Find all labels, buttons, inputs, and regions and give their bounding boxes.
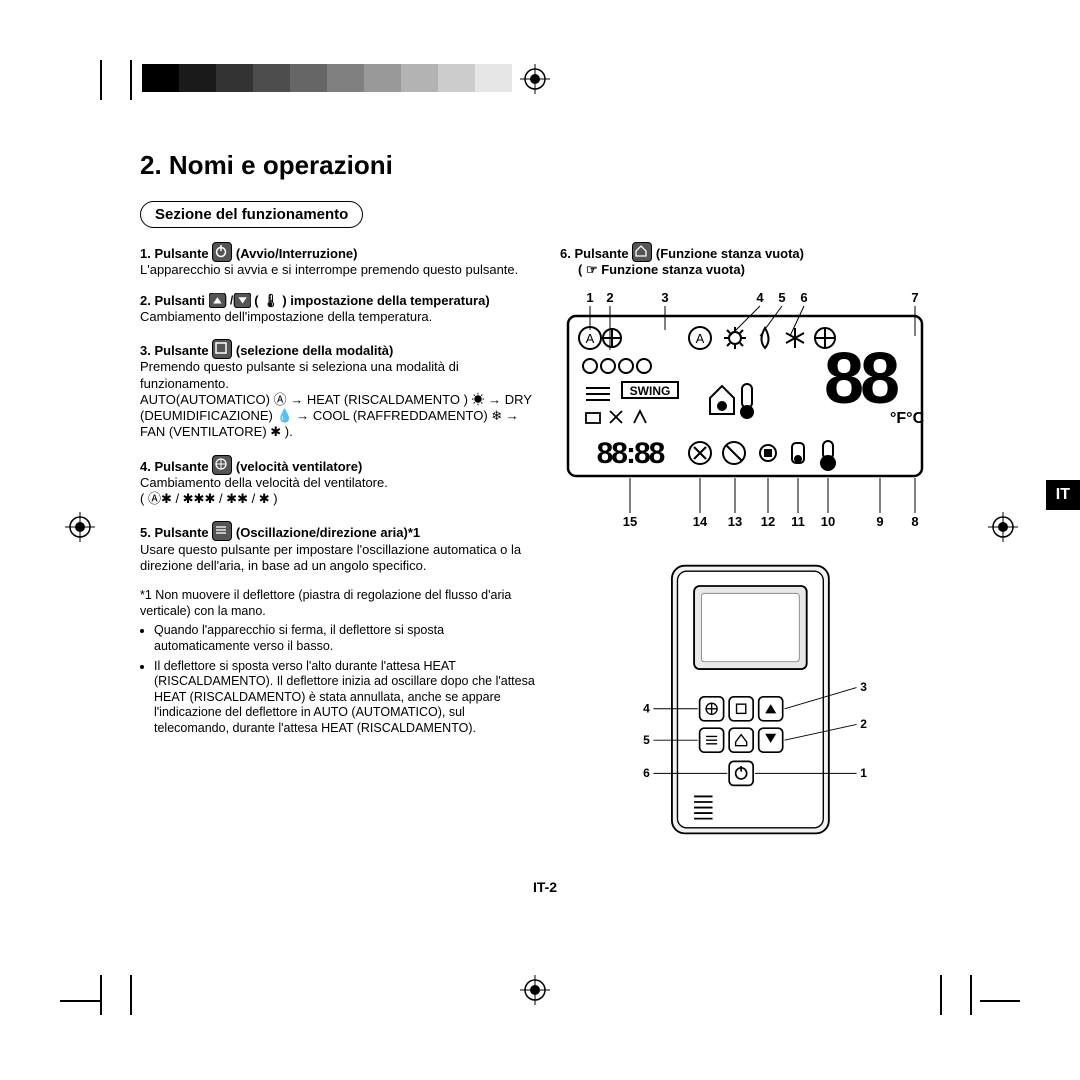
svg-text:8: 8: [911, 514, 918, 528]
svg-text:°F°C: °F°C: [890, 410, 925, 427]
svg-text:7: 7: [911, 290, 918, 305]
cropmark: [130, 975, 132, 1015]
footnote-lead: *1 Non muovere il deflettore (piastra di…: [140, 588, 511, 618]
svg-text:88: 88: [824, 339, 898, 419]
cropmark: [980, 1000, 1020, 1002]
svg-text:4: 4: [756, 290, 764, 305]
svg-text:SWING: SWING: [630, 384, 671, 398]
svg-text:3: 3: [661, 290, 668, 305]
item-6-head: 6. Pulsante (Funzione stanza vuota): [560, 242, 950, 262]
language-tab: IT: [1046, 480, 1080, 510]
footnote: *1 Non muovere il deflettore (piastra di…: [140, 588, 540, 737]
svg-text:3: 3: [860, 680, 867, 694]
svg-text:6: 6: [800, 290, 807, 305]
svg-text:5: 5: [778, 290, 785, 305]
svg-text:A: A: [586, 331, 595, 346]
svg-text:10: 10: [821, 514, 835, 528]
svg-text:6: 6: [643, 766, 650, 780]
svg-text:/: /: [230, 295, 234, 307]
lcd-diagram: 1 2 3 4 5 6 7: [560, 288, 930, 531]
svg-text:15: 15: [623, 514, 637, 528]
svg-text:2: 2: [606, 290, 613, 305]
list-item: 5. Pulsante (Oscillazione/direzione aria…: [140, 521, 540, 574]
page-content: 2. Nomi e operazioni Sezione del funzion…: [140, 150, 950, 895]
svg-text:A: A: [696, 331, 705, 346]
list-item: 1. Pulsante (Avvio/Interruzione)L'appare…: [140, 242, 540, 279]
svg-text:13: 13: [728, 514, 742, 528]
svg-text:5: 5: [643, 733, 650, 747]
footnote-bullet: Quando l'apparecchio si ferma, il deflet…: [154, 623, 540, 654]
svg-text:14: 14: [693, 514, 708, 528]
cropmark: [970, 975, 972, 1015]
svg-text:9: 9: [876, 514, 883, 528]
cropmark: [60, 1000, 100, 1002]
footnote-bullet: Il deflettore si sposta verso l'alto dur…: [154, 659, 540, 737]
remote-diagram: 4 5 6 3 2 1: [635, 551, 875, 861]
page-number: IT-2: [140, 879, 950, 895]
mode-icon: [212, 339, 232, 359]
left-column: 1. Pulsante (Avvio/Interruzione)L'appare…: [140, 242, 540, 861]
power-icon: [212, 242, 232, 262]
swing-icon: [212, 521, 232, 541]
vacant-icon: [632, 242, 652, 262]
svg-text:2: 2: [860, 717, 867, 731]
svg-text:88:88: 88:88: [597, 437, 665, 470]
list-item: 4. Pulsante (velocità ventilatore)Cambia…: [140, 455, 540, 508]
calibration-colorbar: [142, 64, 512, 92]
registration-mark-bottom: [520, 975, 550, 1005]
svg-text:4: 4: [643, 701, 650, 715]
list-item: 3. Pulsante (selezione della modalità)Pr…: [140, 339, 540, 441]
page-title: 2. Nomi e operazioni: [140, 150, 950, 181]
svg-text:11: 11: [791, 514, 805, 528]
registration-mark-top: [520, 64, 550, 94]
fan-icon: [212, 455, 232, 475]
registration-mark-right: [988, 512, 1018, 542]
cropmark: [130, 60, 132, 100]
cropmark: [100, 60, 102, 100]
svg-text:1: 1: [586, 290, 593, 305]
svg-text:12: 12: [761, 514, 775, 528]
list-item: 2. Pulsanti / ( 🌡 ) impostazione della t…: [140, 293, 540, 326]
item-6-sub: ( ☞ Funzione stanza vuota): [578, 262, 950, 278]
svg-text:1: 1: [860, 766, 867, 780]
cropmark: [100, 975, 102, 1015]
section-heading: Sezione del funzionamento: [140, 201, 363, 228]
registration-mark-left: [65, 512, 95, 542]
cropmark: [940, 975, 942, 1015]
right-column: 6. Pulsante (Funzione stanza vuota) ( ☞ …: [560, 242, 950, 861]
